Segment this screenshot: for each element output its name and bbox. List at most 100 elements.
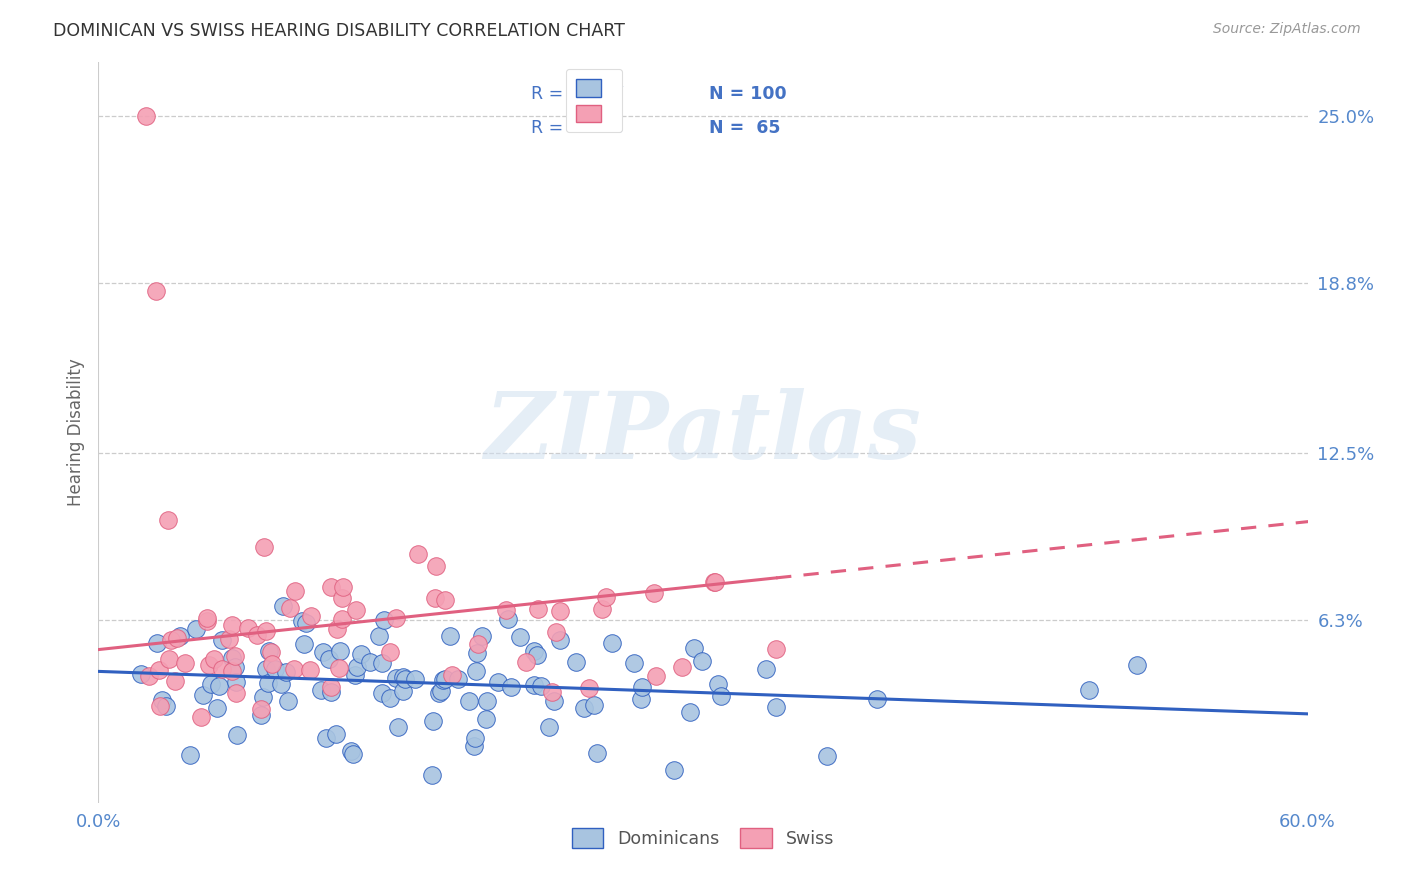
Text: N =  65: N = 65 bbox=[709, 119, 780, 136]
Point bbox=[295, 615, 318, 630]
Point bbox=[526, 648, 548, 663]
Point bbox=[344, 603, 367, 617]
Point bbox=[470, 629, 492, 643]
Point bbox=[643, 586, 665, 600]
Point bbox=[464, 731, 486, 745]
Point bbox=[515, 655, 537, 669]
Point bbox=[499, 680, 522, 694]
Point bbox=[690, 654, 713, 668]
Point bbox=[221, 664, 243, 678]
Point bbox=[344, 667, 367, 681]
Point bbox=[315, 731, 337, 745]
Point bbox=[319, 685, 342, 699]
Point bbox=[211, 632, 233, 647]
Point bbox=[432, 673, 454, 688]
Point bbox=[439, 629, 461, 643]
Point bbox=[330, 611, 353, 625]
Point bbox=[574, 700, 596, 714]
Point bbox=[211, 662, 233, 676]
Point bbox=[387, 720, 409, 734]
Point bbox=[218, 632, 240, 647]
Point bbox=[208, 679, 231, 693]
Point bbox=[429, 684, 451, 698]
Point bbox=[225, 674, 247, 689]
Point bbox=[249, 707, 271, 722]
Point bbox=[224, 648, 246, 663]
Point bbox=[422, 714, 444, 728]
Point bbox=[186, 622, 208, 636]
Point bbox=[644, 669, 666, 683]
Point bbox=[221, 617, 243, 632]
Point bbox=[465, 646, 488, 660]
Point bbox=[252, 690, 274, 705]
Point bbox=[179, 747, 201, 762]
Point bbox=[330, 591, 353, 606]
Point bbox=[138, 669, 160, 683]
Point bbox=[1078, 682, 1101, 697]
Point bbox=[160, 632, 183, 647]
Point bbox=[298, 663, 321, 677]
Point bbox=[225, 686, 247, 700]
Point bbox=[591, 602, 613, 616]
Point bbox=[250, 702, 273, 716]
Point bbox=[474, 712, 496, 726]
Point bbox=[548, 632, 571, 647]
Point bbox=[135, 109, 157, 123]
Point bbox=[495, 603, 517, 617]
Point bbox=[340, 744, 363, 758]
Point bbox=[236, 621, 259, 635]
Point bbox=[427, 686, 450, 700]
Point bbox=[630, 691, 652, 706]
Point bbox=[392, 684, 415, 698]
Point bbox=[254, 662, 277, 676]
Point bbox=[346, 660, 368, 674]
Point bbox=[546, 625, 568, 640]
Point bbox=[586, 747, 609, 761]
Point bbox=[254, 624, 277, 639]
Point bbox=[350, 647, 373, 661]
Point bbox=[404, 672, 426, 686]
Point bbox=[260, 657, 283, 672]
Point bbox=[292, 637, 315, 651]
Point bbox=[195, 615, 218, 629]
Point bbox=[496, 612, 519, 626]
Point bbox=[392, 669, 415, 683]
Point bbox=[225, 728, 247, 742]
Point bbox=[523, 678, 546, 692]
Point bbox=[329, 644, 352, 658]
Point bbox=[253, 540, 276, 554]
Point bbox=[548, 603, 571, 617]
Point bbox=[527, 601, 550, 615]
Point bbox=[276, 665, 298, 679]
Point bbox=[433, 593, 456, 607]
Point bbox=[595, 591, 617, 605]
Point bbox=[1126, 658, 1149, 673]
Point bbox=[373, 613, 395, 627]
Text: Source: ZipAtlas.com: Source: ZipAtlas.com bbox=[1213, 22, 1361, 37]
Point bbox=[866, 692, 889, 706]
Point bbox=[530, 679, 553, 693]
Point bbox=[318, 652, 340, 666]
Point bbox=[683, 641, 706, 656]
Point bbox=[765, 699, 787, 714]
Point bbox=[301, 609, 323, 624]
Point bbox=[200, 677, 222, 691]
Point bbox=[582, 698, 605, 712]
Point bbox=[319, 680, 342, 694]
Point bbox=[477, 694, 499, 708]
Point bbox=[540, 685, 562, 699]
Point bbox=[169, 629, 191, 643]
Point bbox=[309, 683, 332, 698]
Point bbox=[224, 660, 246, 674]
Point bbox=[332, 580, 354, 594]
Text: ZIPatlas: ZIPatlas bbox=[485, 388, 921, 477]
Point bbox=[523, 644, 546, 658]
Point bbox=[326, 623, 349, 637]
Point bbox=[458, 694, 481, 708]
Point bbox=[423, 591, 446, 605]
Point bbox=[166, 632, 188, 646]
Point bbox=[394, 672, 416, 686]
Point bbox=[704, 575, 727, 590]
Point bbox=[755, 662, 778, 676]
Point bbox=[264, 662, 287, 676]
